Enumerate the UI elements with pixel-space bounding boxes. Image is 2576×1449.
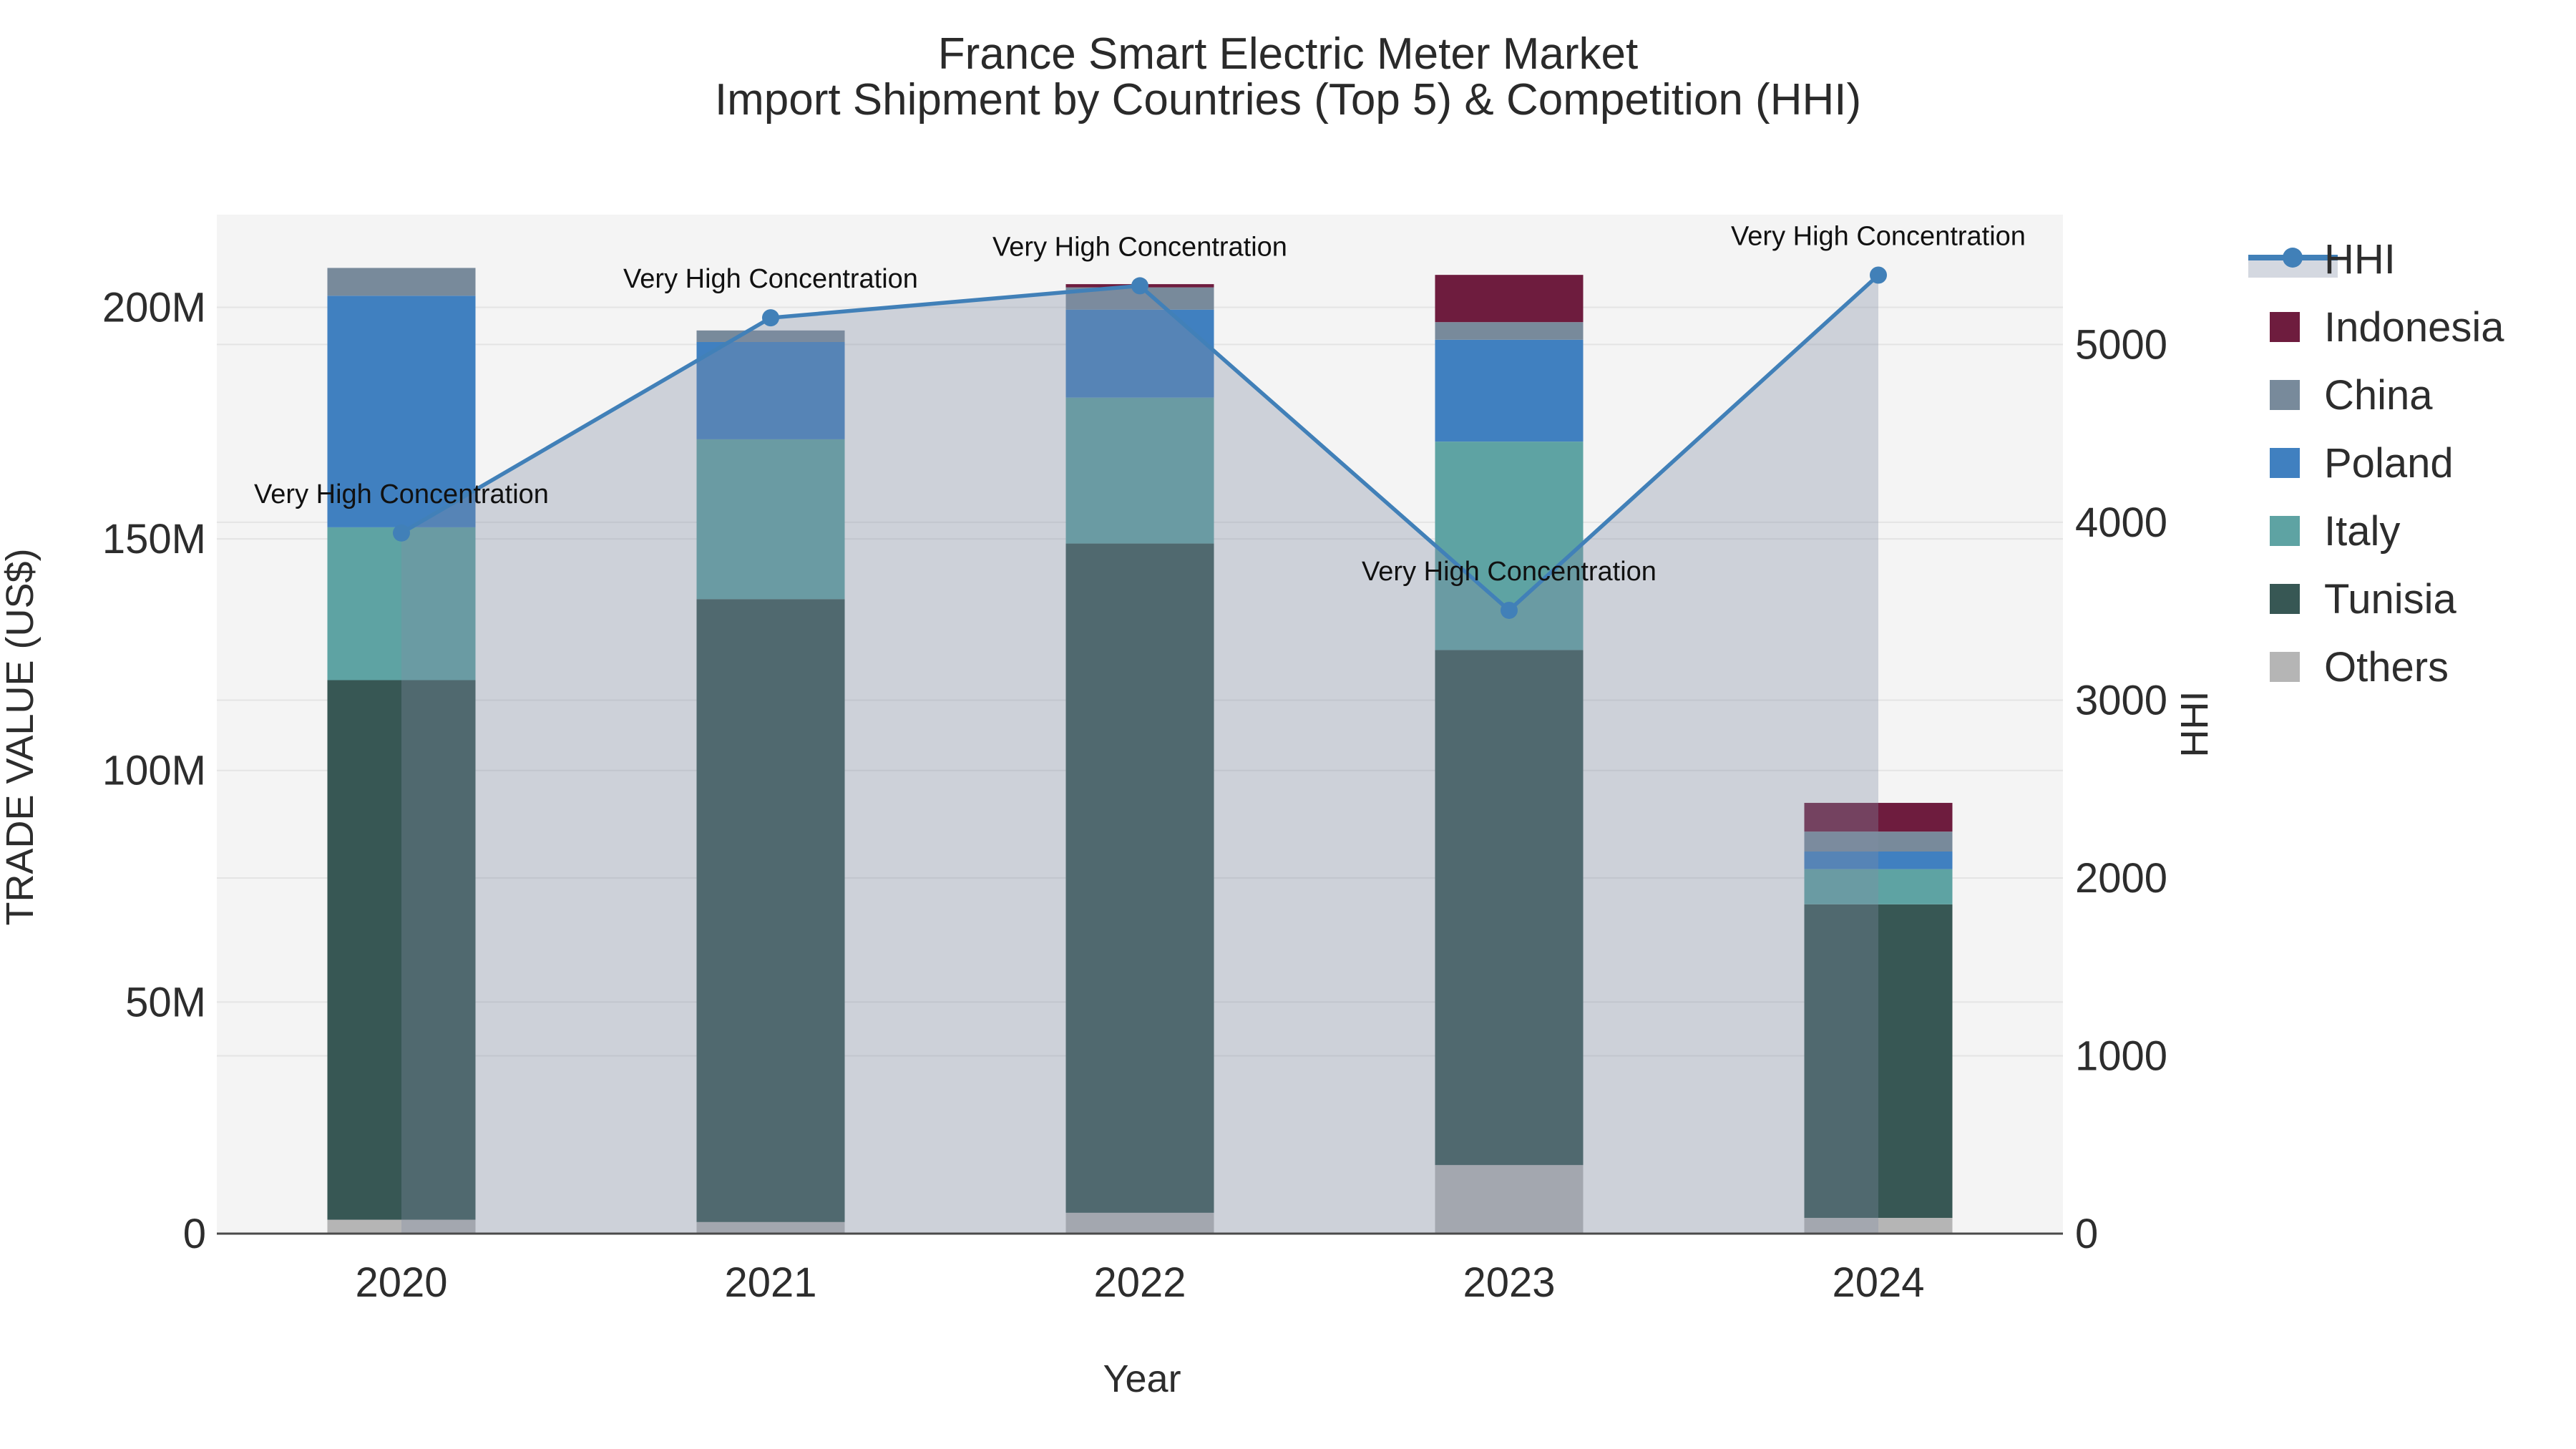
bars-layer bbox=[327, 268, 1953, 1234]
hhi-marker-2022[interactable] bbox=[1131, 277, 1148, 295]
bar-segment-others-2020[interactable] bbox=[327, 1219, 476, 1234]
bar-segment-others-2023[interactable] bbox=[1435, 1165, 1584, 1234]
legend-item-others[interactable]: Others bbox=[2270, 644, 2449, 691]
legend-label-poland: Poland bbox=[2324, 440, 2454, 487]
legend-item-poland[interactable]: Poland bbox=[2270, 440, 2454, 487]
left-tick-200M: 200M bbox=[102, 284, 206, 331]
hhi-marker-2024[interactable] bbox=[1870, 266, 1887, 284]
legend-label-hhi: HHI bbox=[2324, 236, 2396, 283]
legend: HHI Indonesia China Poland Italy Tunisia Other… bbox=[2248, 236, 2504, 691]
bar-segment-italy-2021[interactable] bbox=[696, 439, 845, 600]
right-tick-4000: 4000 bbox=[2075, 499, 2167, 546]
bar-segment-china-2023[interactable] bbox=[1435, 322, 1584, 340]
legend-swatch-china bbox=[2270, 380, 2300, 410]
right-tick-3000: 3000 bbox=[2075, 677, 2167, 723]
hhi-marker-2020[interactable] bbox=[393, 524, 410, 542]
legend-label-tunisia: Tunisia bbox=[2324, 576, 2457, 623]
annotations-layer: Very High Concentration Very High Concent… bbox=[254, 221, 2026, 586]
left-tick-100M: 100M bbox=[102, 748, 206, 794]
right-tick-0: 0 bbox=[2075, 1211, 2098, 1257]
annotation-2023: Very High Concentration bbox=[1362, 557, 1657, 587]
x-tick-2021: 2021 bbox=[724, 1259, 816, 1306]
legend-item-italy[interactable]: Italy bbox=[2270, 508, 2400, 555]
hhi-marker-2023[interactable] bbox=[1501, 601, 1518, 619]
bar-segment-tunisia-2021[interactable] bbox=[696, 599, 845, 1222]
hhi-layer bbox=[393, 266, 1887, 1234]
x-tick-2022: 2022 bbox=[1093, 1259, 1186, 1306]
legend-swatch-tunisia bbox=[2270, 584, 2300, 614]
annotation-2020: Very High Concentration bbox=[254, 479, 549, 509]
legend-swatch-italy bbox=[2270, 516, 2300, 546]
legend-label-china: China bbox=[2324, 372, 2433, 419]
axis-layer: 0 50M 100M 150M 200M 0 1000 2000 3000 4000 5000 202… bbox=[102, 284, 2167, 1306]
left-tick-150M: 150M bbox=[102, 516, 206, 562]
bar-segment-indonesia-2024[interactable] bbox=[1804, 803, 1953, 832]
bar-segment-tunisia-2023[interactable] bbox=[1435, 650, 1584, 1166]
bar-segment-italy-2020[interactable] bbox=[327, 527, 476, 680]
bar-segment-others-2021[interactable] bbox=[696, 1221, 845, 1234]
annotation-2024: Very High Concentration bbox=[1731, 221, 2026, 251]
legend-label-others: Others bbox=[2324, 644, 2449, 691]
right-tick-5000: 5000 bbox=[2075, 321, 2167, 368]
bar-segment-china-2020[interactable] bbox=[327, 268, 476, 296]
bar-segment-others-2024[interactable] bbox=[1804, 1217, 1953, 1234]
legend-label-italy: Italy bbox=[2324, 508, 2400, 555]
hhi-area-fill bbox=[401, 275, 1878, 1234]
bar-segment-others-2022[interactable] bbox=[1065, 1212, 1214, 1234]
left-tick-50M: 50M bbox=[125, 979, 206, 1025]
x-tick-2024: 2024 bbox=[1832, 1259, 1924, 1306]
legend-label-indonesia: Indonesia bbox=[2324, 304, 2504, 351]
bar-segment-poland-2022[interactable] bbox=[1065, 309, 1214, 398]
hhi-marker-2021[interactable] bbox=[762, 309, 779, 327]
legend-item-china[interactable]: China bbox=[2270, 372, 2433, 419]
bar-segment-italy-2022[interactable] bbox=[1065, 397, 1214, 544]
bar-segment-poland-2020[interactable] bbox=[327, 296, 476, 527]
bar-segment-tunisia-2022[interactable] bbox=[1065, 543, 1214, 1213]
x-tick-2020: 2020 bbox=[355, 1259, 447, 1306]
y-axis-title-left: TRADE VALUE (US$) bbox=[0, 548, 42, 925]
y-axis-title-right: HHI bbox=[2173, 691, 2216, 758]
right-tick-2000: 2000 bbox=[2075, 855, 2167, 902]
bar-segment-tunisia-2024[interactable] bbox=[1804, 904, 1953, 1218]
chart-title-line2: Import Shipment by Countries (Top 5) & C… bbox=[715, 75, 1861, 125]
x-tick-2023: 2023 bbox=[1463, 1259, 1555, 1306]
legend-item-indonesia[interactable]: Indonesia bbox=[2270, 304, 2504, 351]
bar-segment-indonesia-2023[interactable] bbox=[1435, 275, 1584, 323]
legend-swatch-indonesia bbox=[2270, 312, 2300, 342]
annotation-2021: Very High Concentration bbox=[623, 264, 918, 294]
bar-segment-poland-2021[interactable] bbox=[696, 342, 845, 439]
legend-swatch-others bbox=[2270, 652, 2300, 682]
chart-title-line1: France Smart Electric Meter Market bbox=[938, 29, 1638, 79]
legend-item-tunisia[interactable]: Tunisia bbox=[2270, 576, 2457, 623]
legend-hhi-marker-icon bbox=[2283, 248, 2303, 268]
bar-segment-poland-2024[interactable] bbox=[1804, 852, 1953, 869]
left-tick-0: 0 bbox=[183, 1211, 206, 1257]
legend-item-hhi[interactable]: HHI bbox=[2248, 236, 2396, 283]
x-axis-title: Year bbox=[1103, 1357, 1181, 1400]
bar-segment-china-2024[interactable] bbox=[1804, 831, 1953, 852]
annotation-2022: Very High Concentration bbox=[992, 232, 1287, 262]
bar-segment-italy-2024[interactable] bbox=[1804, 869, 1953, 904]
right-tick-1000: 1000 bbox=[2075, 1033, 2167, 1079]
bar-segment-poland-2023[interactable] bbox=[1435, 339, 1584, 442]
legend-swatch-poland bbox=[2270, 448, 2300, 478]
bar-segment-tunisia-2020[interactable] bbox=[327, 680, 476, 1220]
